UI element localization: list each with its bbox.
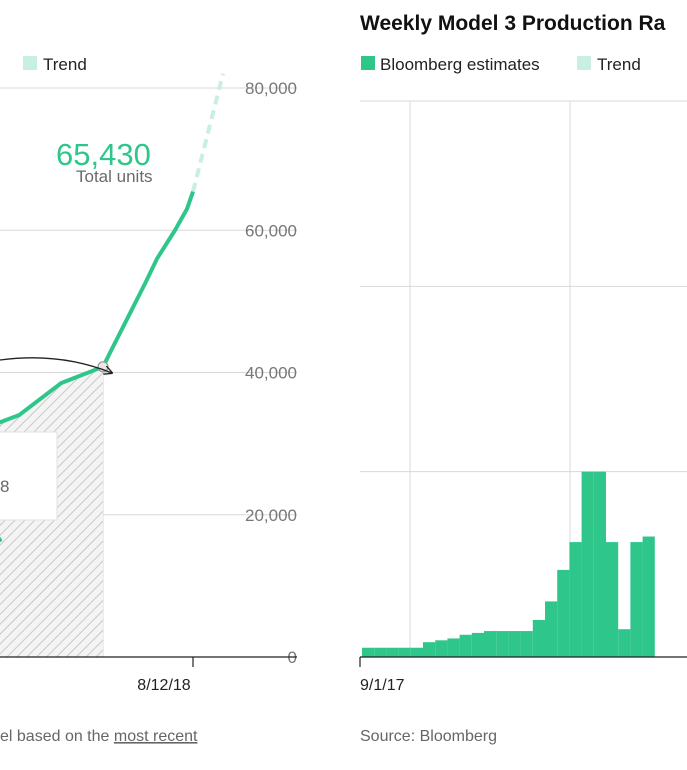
production-bar [471, 632, 484, 657]
production-bar [423, 642, 436, 657]
right-chart-title: Weekly Model 3 Production Ra [360, 12, 666, 35]
production-bar [630, 542, 643, 657]
production-bar [606, 542, 619, 657]
x-tick-label: 8/12/18 [137, 677, 190, 694]
legend-swatch-trend [23, 56, 37, 70]
footnote-text: el based on the most recent [0, 728, 198, 745]
estimates-line [0, 189, 195, 542]
y-tick-label: 20,000 [245, 506, 297, 525]
production-bar [642, 536, 655, 657]
total-units-label: Total units [76, 167, 153, 186]
production-bar [581, 471, 594, 657]
tooltip-box [0, 431, 58, 521]
production-bar [386, 647, 399, 657]
total-units-value: 65,430 [56, 137, 151, 172]
footnote-link[interactable]: most recent [114, 728, 198, 745]
production-bar [410, 647, 423, 657]
production-bar [484, 631, 497, 657]
legend-label-trend: Trend [43, 55, 87, 74]
production-bar [496, 631, 509, 657]
production-bar [398, 647, 411, 657]
y-tick-label: 60,000 [245, 221, 297, 240]
legend-swatch-estimates [361, 56, 375, 70]
production-bar [459, 634, 472, 657]
production-bar [520, 631, 533, 657]
production-bar [557, 569, 570, 657]
annotation-arrow [0, 357, 112, 373]
legend-label-trend-right: Trend [597, 55, 641, 74]
source-text: Source: Bloomberg [360, 728, 497, 745]
x-tick-label-right: 9/1/17 [360, 677, 405, 694]
legend-label-estimates: Bloomberg estimates [380, 55, 540, 74]
tooltip-value: 8 [0, 477, 9, 496]
production-bar [618, 629, 631, 657]
production-bar [374, 647, 387, 657]
production-bar [435, 640, 448, 657]
legend-swatch-trend-right [577, 56, 591, 70]
y-tick-label: 40,000 [245, 364, 297, 383]
production-bar [569, 542, 582, 657]
weekly-production-chart: Weekly Model 3 Production Ra Bloomberg e… [359, 12, 687, 745]
footnote-prefix: el based on the [0, 728, 114, 745]
production-bar [508, 631, 521, 657]
production-bar [447, 638, 460, 657]
production-bar [532, 619, 545, 657]
y-tick-label: 80,000 [245, 79, 297, 98]
trend-line [191, 73, 225, 193]
production-bar [362, 647, 375, 657]
production-bar [593, 471, 606, 657]
production-bar [545, 601, 558, 657]
